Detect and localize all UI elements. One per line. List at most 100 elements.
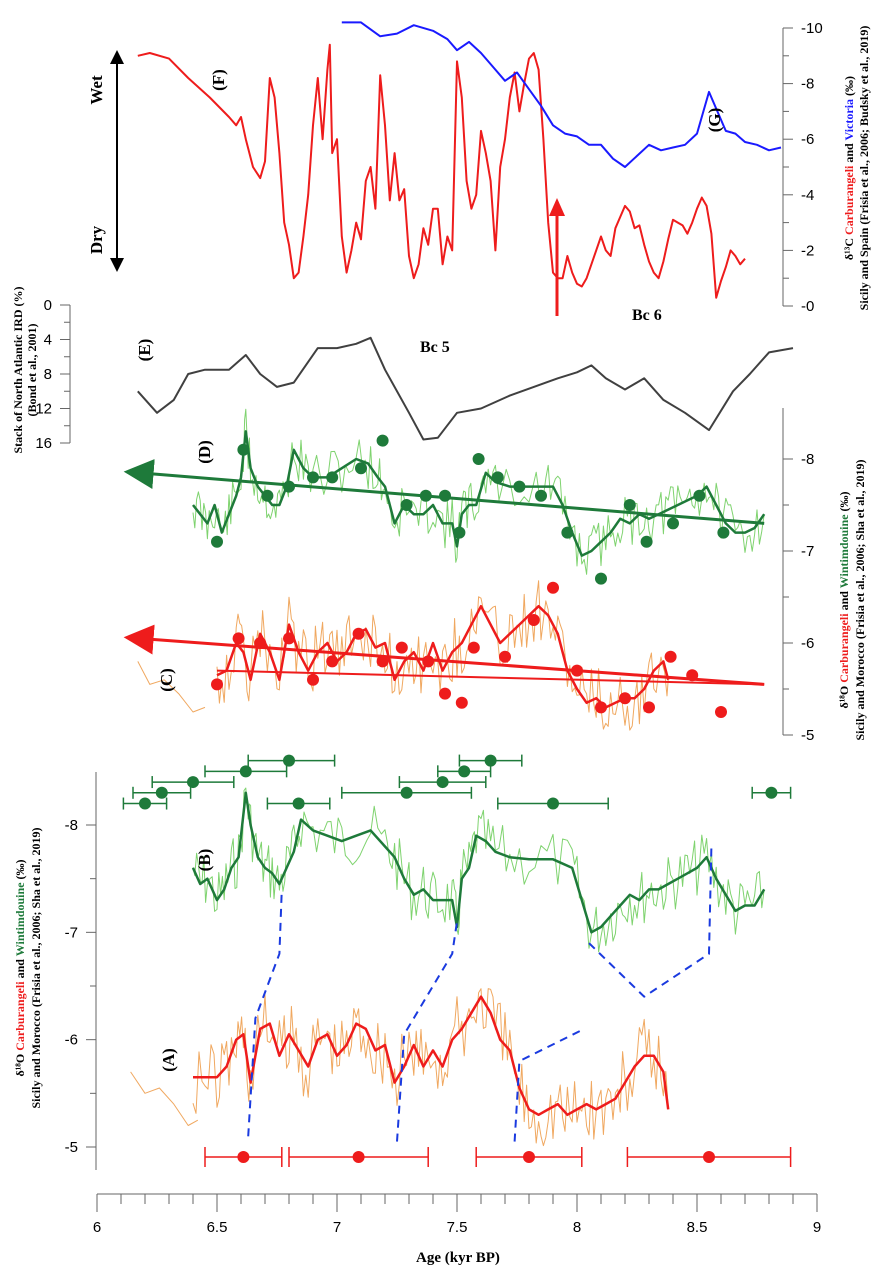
carburangeli-point xyxy=(307,673,319,686)
y-tick-label-F-G-5: -0 xyxy=(801,298,814,315)
tie-line-2 xyxy=(513,1028,585,1142)
carburangeli-point xyxy=(283,632,295,645)
carburangeli-trend-arrow xyxy=(123,624,765,686)
carburangeli-raw-trace-a xyxy=(192,988,669,1147)
wintimdouine-point xyxy=(535,489,547,502)
panel-label-f: (F) xyxy=(209,69,228,91)
x-tick-label-1: 6.5 xyxy=(207,1219,228,1236)
carburangeli-point xyxy=(211,678,223,691)
victoria-d13c-line xyxy=(341,21,782,168)
y-tick-label-E-1: 4 xyxy=(44,332,52,349)
y-tick-label-E-2: 8 xyxy=(44,366,52,383)
wintimdouine-age-point xyxy=(400,786,413,799)
y-tick-label-C-D-0: -8 xyxy=(801,451,814,468)
panel-label-g: (G) xyxy=(705,108,724,133)
y-tick-label-F-G-0: -10 xyxy=(801,20,823,37)
carburangeli-smoothed-line-a xyxy=(193,995,670,1117)
carburangeli-point xyxy=(664,650,677,663)
wet-label: Wet xyxy=(87,75,106,105)
panel-label-c: (C) xyxy=(157,668,176,692)
y-tick-label-E-4: 16 xyxy=(35,435,52,452)
wintimdouine-age-point xyxy=(155,786,168,799)
wintimdouine-point xyxy=(283,480,295,493)
carburangeli-age-point xyxy=(237,1151,250,1163)
wintimdouine-age-point xyxy=(547,797,559,810)
carburangeli-point xyxy=(455,696,468,709)
cd-ylabel-line2: Sicily and Morocco (Frisia et al., 2006;… xyxy=(853,459,867,740)
wintimdouine-age-point xyxy=(765,786,778,799)
y-tick-label-A-B-1: -7 xyxy=(65,924,78,941)
wintimdouine-point xyxy=(261,489,274,502)
wintimdouine-point xyxy=(513,480,526,493)
y-tick-label-F-G-2: -6 xyxy=(801,131,814,148)
panel-label-b: (B) xyxy=(195,849,214,872)
wintimdouine-point xyxy=(561,526,574,539)
carburangeli-point xyxy=(232,632,245,645)
cd-ylabel-and: and xyxy=(837,588,851,613)
wintimdouine-point xyxy=(693,489,706,502)
x-tick-label-0: 6 xyxy=(93,1219,101,1236)
ab-ylabel: δ¹⁸O Carburangeli and Wintimdouine (‰) xyxy=(13,859,27,1076)
fg-ylabel-blue: Victoria xyxy=(842,99,856,141)
fg-ylabel-prefix: δ¹³C xyxy=(842,235,856,260)
wintimdouine-point xyxy=(623,499,636,511)
y-tick-label-C-D-1: -7 xyxy=(801,543,814,560)
wet-arrowhead xyxy=(110,50,124,64)
dry-label: Dry xyxy=(87,225,106,254)
wintimdouine-point xyxy=(237,443,250,456)
carburangeli-point xyxy=(571,664,583,677)
ab-ylabel-unit: (‰) xyxy=(13,859,27,882)
wintimdouine-age-point xyxy=(139,797,151,810)
tie-line-3 xyxy=(588,846,713,998)
y-tick-label-F-G-1: -8 xyxy=(801,76,814,93)
ird-stack-line xyxy=(137,336,794,441)
ab-ylabel-green: Wintimdouine xyxy=(13,882,27,956)
x-axis-label: Age (kyr BP) xyxy=(416,1250,500,1266)
wintimdouine-age-point xyxy=(484,754,497,767)
fg-ylabel: δ¹³C Carburangeli and Victoria (‰) xyxy=(842,76,856,260)
carburangeli-point xyxy=(395,641,408,654)
carburangeli-point xyxy=(686,669,699,682)
x-tick-label-6: 9 xyxy=(813,1219,821,1236)
wintimdouine-point xyxy=(667,517,679,530)
dry-arrowhead xyxy=(110,258,124,272)
wintimdouine-point xyxy=(595,572,607,585)
carburangeli-raw-tail-a xyxy=(130,1071,199,1126)
y-tick-label-E-3: 12 xyxy=(35,401,52,418)
wintimdouine-age-point xyxy=(292,797,305,810)
carburangeli-raw-tail-c xyxy=(137,661,206,713)
carburangeli-point xyxy=(527,614,540,626)
x-tick-label-2: 7 xyxy=(333,1219,341,1236)
wintimdouine-age-point xyxy=(187,776,199,789)
wintimdouine-point xyxy=(472,453,485,465)
wintimdouine-point xyxy=(640,535,653,548)
wintimdouine-point xyxy=(717,526,730,539)
carburangeli-d13c-line xyxy=(137,43,746,299)
bc6-label: Bc 6 xyxy=(632,307,662,324)
y-tick-label-F-G-4: -2 xyxy=(801,242,814,259)
fg-ylabel-and: and xyxy=(842,140,856,165)
panel-label-d: (D) xyxy=(195,440,214,464)
tie-line-0 xyxy=(247,889,283,1137)
cd-ylabel-red: Carburangeli xyxy=(837,613,851,683)
tie-line-1 xyxy=(396,921,458,1142)
wintimdouine-point xyxy=(376,434,389,447)
x-tick-label-5: 8.5 xyxy=(687,1219,708,1236)
y-tick-label-F-G-3: -4 xyxy=(801,187,814,204)
wintimdouine-smoothed-line-b xyxy=(191,791,766,934)
fg-ylabel-line2: Sicily and Spain (Frisia et al., 2006; B… xyxy=(857,26,871,311)
bc6-arrowhead xyxy=(549,198,565,216)
carburangeli-point xyxy=(643,701,655,714)
wintimdouine-point xyxy=(453,526,466,539)
e-ylabel-line2: (Bond et al., 2001) xyxy=(25,323,39,416)
wintimdouine-point xyxy=(491,471,504,484)
y-tick-label-A-B-0: -8 xyxy=(65,817,78,834)
x-tick-label-3: 7.5 xyxy=(447,1219,468,1236)
carburangeli-point xyxy=(376,655,389,668)
carburangeli-smoothed-line-c xyxy=(216,604,670,709)
wintimdouine-point xyxy=(355,462,367,475)
cd-ylabel-prefix: δ¹⁸O xyxy=(837,683,851,709)
wintimdouine-raw-trace-d xyxy=(192,408,765,575)
wintimdouine-trend-arrow xyxy=(123,459,765,525)
